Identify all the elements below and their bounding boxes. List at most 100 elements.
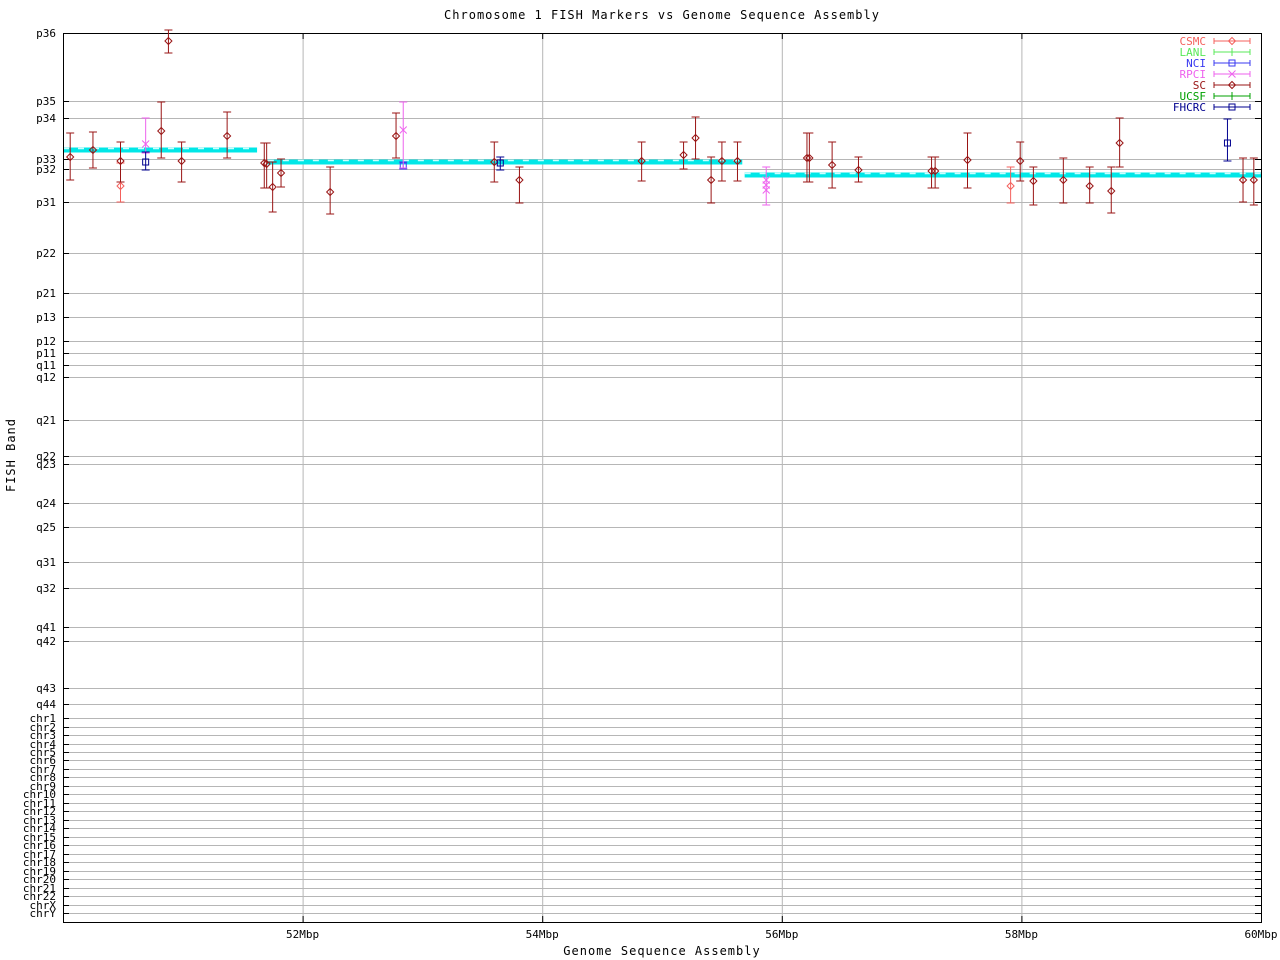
y-tick-label: chr8 xyxy=(30,771,57,784)
y-tick-label: p31 xyxy=(36,196,56,209)
y-tick-label: p12 xyxy=(36,335,56,348)
y-tick-label: chr21 xyxy=(23,882,56,895)
y-tick-label: q41 xyxy=(36,621,56,634)
legend-label: CSMC xyxy=(1180,35,1207,48)
legend-entry-lanl: LANL xyxy=(1180,46,1251,59)
data-point-marker xyxy=(325,187,335,197)
series-fhcrc xyxy=(141,118,1232,171)
legend-entry-nci: NCI xyxy=(1186,57,1251,70)
data-point-marker xyxy=(930,166,940,176)
y-tick-label: q12 xyxy=(36,371,56,384)
legend-label: SC xyxy=(1193,79,1206,92)
y-tick-label: chr7 xyxy=(30,763,57,776)
data-point-marker xyxy=(679,150,688,160)
data-point-marker xyxy=(399,126,408,134)
series-sc xyxy=(65,29,1259,215)
assembly-band-line xyxy=(63,147,1261,178)
data-point-marker xyxy=(1006,181,1015,191)
y-tick-label: p22 xyxy=(36,247,56,260)
y-tick-label: chr4 xyxy=(30,738,57,751)
y-tick-label: q23 xyxy=(36,458,56,471)
y-tick-label: q25 xyxy=(36,521,56,534)
x-tick-label: 56Mbp xyxy=(765,928,798,941)
data-point-marker xyxy=(1015,156,1025,166)
y-tick-label: p34 xyxy=(36,112,56,125)
chart-title: Chromosome 1 FISH Markers vs Genome Sequ… xyxy=(444,8,880,22)
data-point-marker xyxy=(963,155,972,165)
data-point-marker xyxy=(177,156,186,166)
plot-border-and-ticks xyxy=(63,33,1262,923)
x-axis-label: Genome Sequence Assembly xyxy=(563,944,761,958)
data-point-marker xyxy=(1238,175,1248,185)
data-point-marker xyxy=(637,156,646,166)
y-tick-label: chr19 xyxy=(23,865,56,878)
data-point-marker xyxy=(262,159,271,169)
y-tick-label: chr20 xyxy=(23,873,56,886)
y-tick-label: chr16 xyxy=(23,839,56,852)
legend-marker xyxy=(1227,36,1237,46)
data-point-marker xyxy=(1029,176,1038,186)
data-point-marker xyxy=(733,156,742,166)
data-point-marker xyxy=(706,175,716,185)
legend-label: UCSF xyxy=(1180,90,1207,103)
data-point-marker xyxy=(927,166,936,176)
y-tick-label: chr17 xyxy=(23,848,56,861)
y-tick-label: p11 xyxy=(36,347,56,360)
legend-label: NCI xyxy=(1186,57,1206,70)
data-point-marker xyxy=(854,165,863,175)
y-tick-label: chrY xyxy=(30,907,57,920)
series-rpci xyxy=(141,101,771,206)
y-tick-label: chr11 xyxy=(23,797,56,810)
x-tick-label: 58Mbp xyxy=(1005,928,1038,941)
y-tick-label: chr15 xyxy=(23,831,56,844)
gridlines xyxy=(63,33,1261,922)
legend-label: RPCI xyxy=(1180,68,1207,81)
y-tick-label: q24 xyxy=(36,497,56,510)
x-tick-label: 54Mbp xyxy=(526,928,559,941)
legend-label: LANL xyxy=(1180,46,1207,59)
y-tick-label: q22 xyxy=(36,450,56,463)
y-tick-label: p21 xyxy=(36,287,56,300)
y-tick-label: chr14 xyxy=(23,822,56,835)
y-tick-label: chr12 xyxy=(23,805,56,818)
data-point-marker xyxy=(827,160,837,170)
y-tick-label: q31 xyxy=(36,556,56,569)
data-point-marker xyxy=(515,175,524,185)
data-point-marker xyxy=(1085,181,1094,191)
data-point-marker xyxy=(762,186,771,194)
legend-entry-csmc: CSMC xyxy=(1180,35,1251,48)
y-tick-label: q32 xyxy=(36,582,56,595)
y-tick-label: p32 xyxy=(36,163,56,176)
legend-entry-sc: SC xyxy=(1193,79,1251,92)
y-tick-label: chr10 xyxy=(23,788,56,801)
legend-label: FHCRC xyxy=(1173,101,1206,114)
y-tick-label: p36 xyxy=(36,27,56,40)
y-tick-label: q42 xyxy=(36,635,56,648)
legend-marker xyxy=(1227,80,1237,90)
y-tick-label: p35 xyxy=(36,95,56,108)
data-point-marker xyxy=(717,156,727,166)
y-tick-label: chr18 xyxy=(23,856,56,869)
data-point-marker xyxy=(1223,139,1231,147)
data-point-marker xyxy=(116,181,125,191)
y-tick-label: q21 xyxy=(36,414,56,427)
x-tick-label: 60Mbp xyxy=(1244,928,1277,941)
data-point-marker xyxy=(141,140,150,148)
data-point-marker xyxy=(1249,175,1259,185)
x-tick-label: 52Mbp xyxy=(286,928,319,941)
y-tick-label: q43 xyxy=(36,682,56,695)
legend-entry-fhcrc: FHCRC xyxy=(1173,101,1251,114)
plot-border xyxy=(63,33,1262,923)
y-tick-label: chr1 xyxy=(30,712,57,725)
data-point-marker xyxy=(691,133,700,143)
data-point-marker xyxy=(490,157,499,167)
y-tick-label: chr9 xyxy=(30,780,57,793)
y-tick-label: chr6 xyxy=(30,754,57,767)
legend-entry-rpci: RPCI xyxy=(1180,68,1251,81)
y-tick-label: chr3 xyxy=(30,729,57,742)
y-tick-label: q11 xyxy=(36,359,56,372)
